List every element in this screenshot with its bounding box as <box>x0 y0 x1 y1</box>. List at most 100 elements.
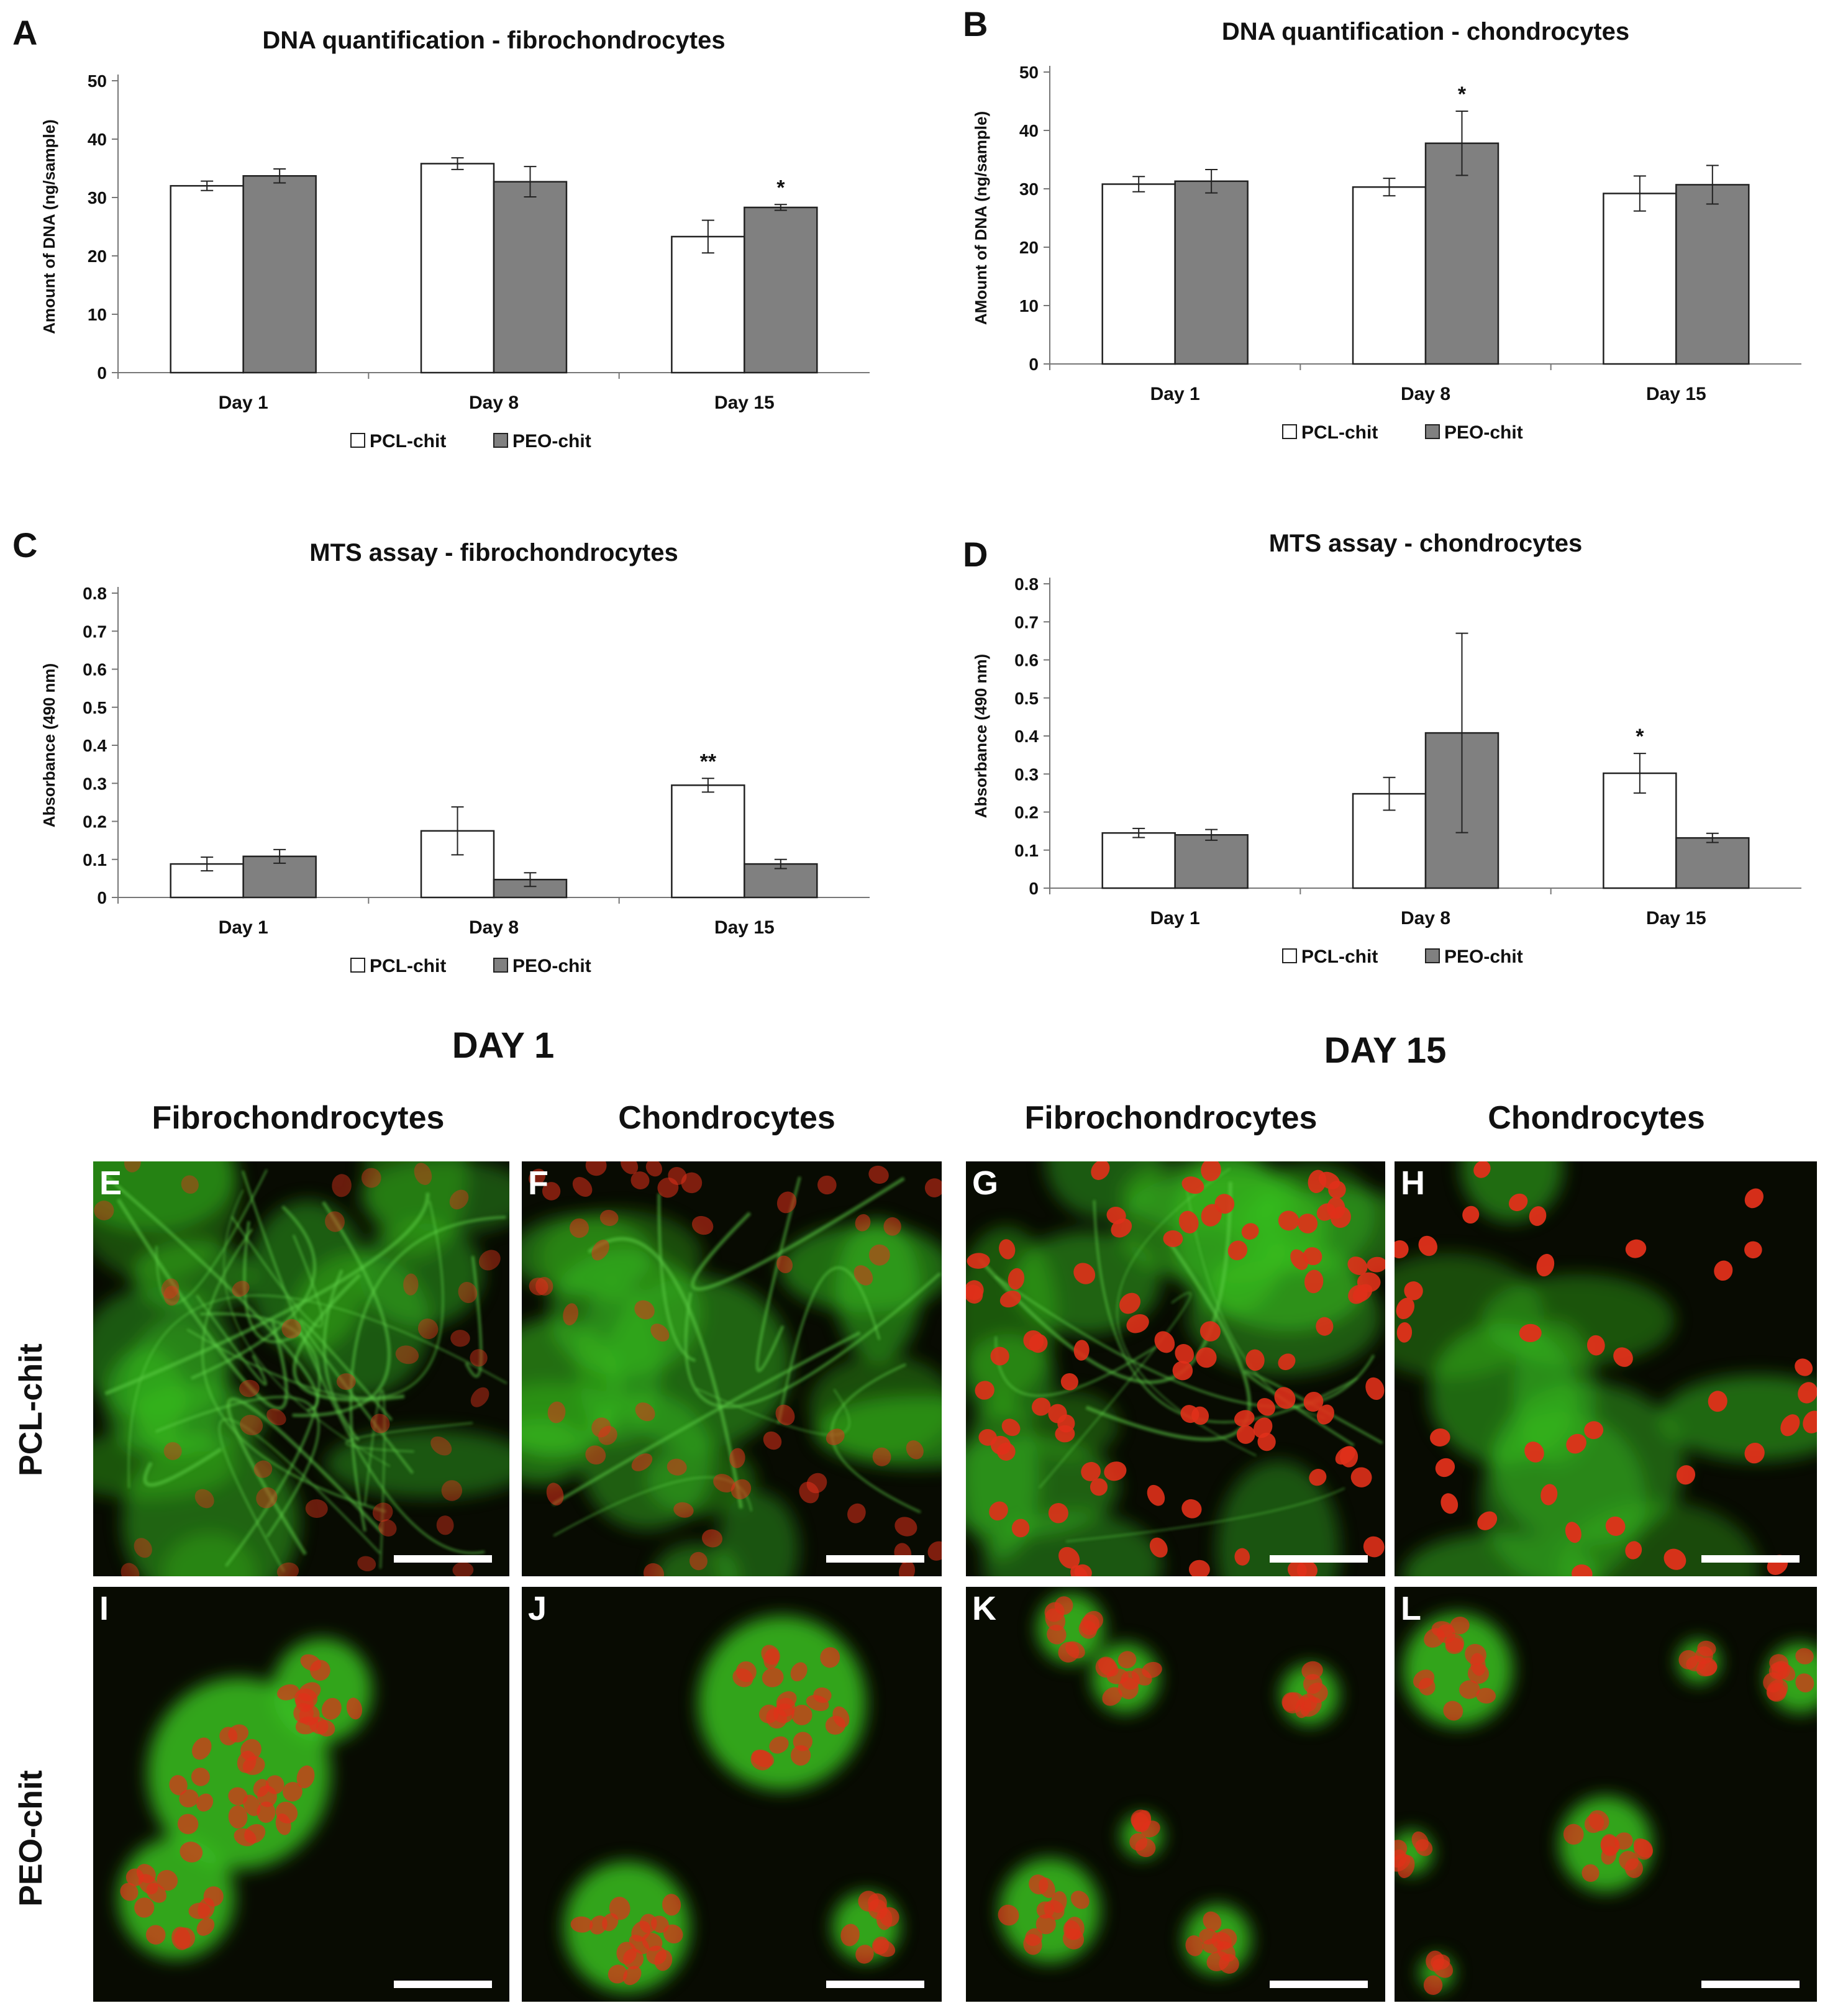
y-axis-label: Absorbance (490 nm) <box>972 654 990 818</box>
scale-bar <box>826 1981 924 1988</box>
column-title-fibrochondrocytes-day1: Fibrochondrocytes <box>152 1100 445 1136</box>
significance-marker: * <box>776 176 785 199</box>
y-tick-label: 0.8 <box>83 584 107 603</box>
panel-letter-a: A <box>12 13 38 52</box>
y-tick-label: 0.2 <box>83 812 107 832</box>
bar <box>170 184 244 374</box>
legend-swatch <box>1425 424 1440 439</box>
y-tick-label: 10 <box>1019 296 1039 316</box>
x-tick-label: Day 8 <box>1401 384 1450 404</box>
micrograph-image <box>966 1161 1385 1576</box>
scale-bar <box>1701 1981 1800 1988</box>
micrograph-h: H <box>1395 1161 1817 1576</box>
y-tick-label: 30 <box>1019 179 1039 199</box>
chart-a: DNA quantification - fibrochondrocytes Am… <box>25 12 882 484</box>
micrograph-image <box>1395 1161 1817 1576</box>
panel-letter-d: D <box>963 535 988 574</box>
y-tick-label: 0.5 <box>83 698 107 717</box>
x-tick-label: Day 15 <box>1646 908 1706 929</box>
bar <box>420 163 495 374</box>
micrograph-image <box>966 1587 1385 2002</box>
bar <box>1174 180 1249 365</box>
y-axis-label: AMount of DNA (ng/sample) <box>972 111 990 325</box>
column-title-fibrochondrocytes-day15: Fibrochondrocytes <box>1024 1100 1318 1136</box>
chart-svg: DNA quantification - chondrocytes AMount … <box>972 18 1801 443</box>
micrograph-image <box>522 1587 942 2002</box>
chart-c: MTS assay - fibrochondrocytes Absorbance … <box>25 525 882 1009</box>
row-title-peo-chit: PEO-chit <box>13 1770 49 1907</box>
bar <box>671 235 745 374</box>
chart-svg: MTS assay - chondrocytes Absorbance (490 … <box>972 530 1801 967</box>
chart-title: MTS assay - chondrocytes <box>1269 530 1583 557</box>
legend-swatch <box>493 958 508 973</box>
y-tick-label: 0.3 <box>1014 765 1039 784</box>
scale-bar <box>394 1981 492 1988</box>
legend-label: PEO-chit <box>512 956 591 976</box>
row-title-pcl-chit: PCL-chit <box>13 1343 49 1476</box>
chart-svg: MTS assay - fibrochondrocytes Absorbance … <box>40 539 870 976</box>
micrograph-k: K <box>966 1587 1385 2002</box>
scale-bar <box>826 1555 924 1563</box>
column-title-chondrocytes-day1: Chondrocytes <box>618 1100 835 1136</box>
micrograph-g: G <box>966 1161 1385 1576</box>
micrograph-label: I <box>99 1590 109 1627</box>
legend-swatch <box>493 433 508 448</box>
significance-marker: * <box>1458 83 1467 106</box>
y-tick-label: 0.8 <box>1014 574 1039 594</box>
bar <box>744 206 818 374</box>
y-tick-label: 0 <box>97 888 107 907</box>
legend-swatch <box>1425 948 1440 963</box>
y-tick-label: 0 <box>97 363 107 383</box>
y-tick-label: 0.4 <box>1014 727 1039 746</box>
micrograph-e: E <box>93 1161 509 1576</box>
x-tick-label: Day 1 <box>1150 384 1200 404</box>
y-tick-label: 20 <box>88 247 107 266</box>
micrograph-label: L <box>1401 1590 1421 1627</box>
legend-swatch <box>1282 948 1297 963</box>
x-tick-label: Day 1 <box>219 393 268 413</box>
y-tick-label: 0.1 <box>1014 841 1039 860</box>
legend-label: PCL-chit <box>370 956 446 976</box>
y-axis-label: Amount of DNA (ng/sample) <box>40 119 58 334</box>
micrograph-label: K <box>972 1590 996 1627</box>
chart-title: DNA quantification - fibrochondrocytes <box>262 27 725 54</box>
y-tick-label: 0.3 <box>83 774 107 793</box>
x-tick-label: Day 15 <box>714 917 775 938</box>
y-tick-label: 0.6 <box>83 660 107 679</box>
micrograph-image <box>1395 1587 1817 2002</box>
x-tick-label: Day 15 <box>714 393 775 413</box>
bar <box>1675 837 1750 889</box>
bar <box>1603 193 1677 365</box>
scale-bar <box>1270 1555 1368 1563</box>
y-tick-label: 50 <box>88 71 107 91</box>
significance-marker: ** <box>700 750 717 773</box>
bar <box>242 175 317 374</box>
scale-bar <box>1270 1981 1368 1988</box>
y-tick-label: 50 <box>1019 63 1039 82</box>
significance-marker: * <box>1636 725 1644 748</box>
y-tick-label: 0 <box>1029 879 1039 898</box>
micrograph-j: J <box>522 1587 942 2002</box>
legend-label: PCL-chit <box>370 431 446 452</box>
y-tick-label: 0.5 <box>1014 689 1039 708</box>
y-tick-label: 20 <box>1019 238 1039 257</box>
panel-letter-c: C <box>12 525 38 565</box>
scale-bar <box>394 1555 492 1563</box>
day15-title: DAY 15 <box>1324 1030 1447 1071</box>
micrograph-label: J <box>528 1590 547 1627</box>
y-tick-label: 0.1 <box>83 850 107 870</box>
y-tick-label: 40 <box>1019 121 1039 140</box>
legend-swatch <box>1282 424 1297 439</box>
bar <box>1101 183 1176 365</box>
y-tick-label: 0.4 <box>83 736 107 755</box>
legend-label: PCL-chit <box>1301 947 1378 967</box>
column-title-chondrocytes-day15: Chondrocytes <box>1488 1100 1705 1136</box>
chart-title: MTS assay - fibrochondrocytes <box>309 539 678 566</box>
y-tick-label: 0.2 <box>1014 803 1039 822</box>
bar <box>493 181 568 374</box>
bar <box>1174 834 1249 889</box>
bar <box>744 863 818 899</box>
y-tick-label: 30 <box>88 188 107 207</box>
legend-label: PEO-chit <box>1444 947 1523 967</box>
micrograph-f: F <box>522 1161 942 1576</box>
